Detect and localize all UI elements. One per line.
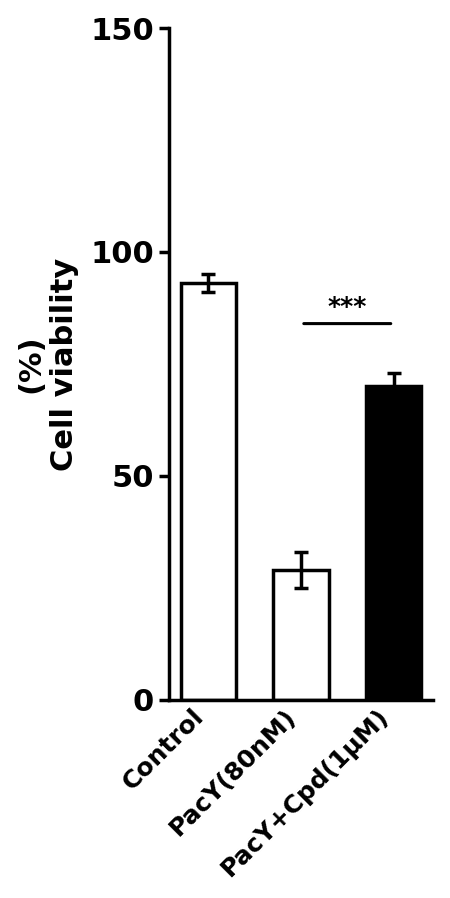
Y-axis label: (%)
Cell viability: (%) Cell viability	[17, 257, 79, 471]
Bar	[366, 386, 421, 700]
Text: ***: ***	[328, 295, 367, 319]
Bar	[273, 570, 329, 700]
Bar	[181, 283, 236, 700]
